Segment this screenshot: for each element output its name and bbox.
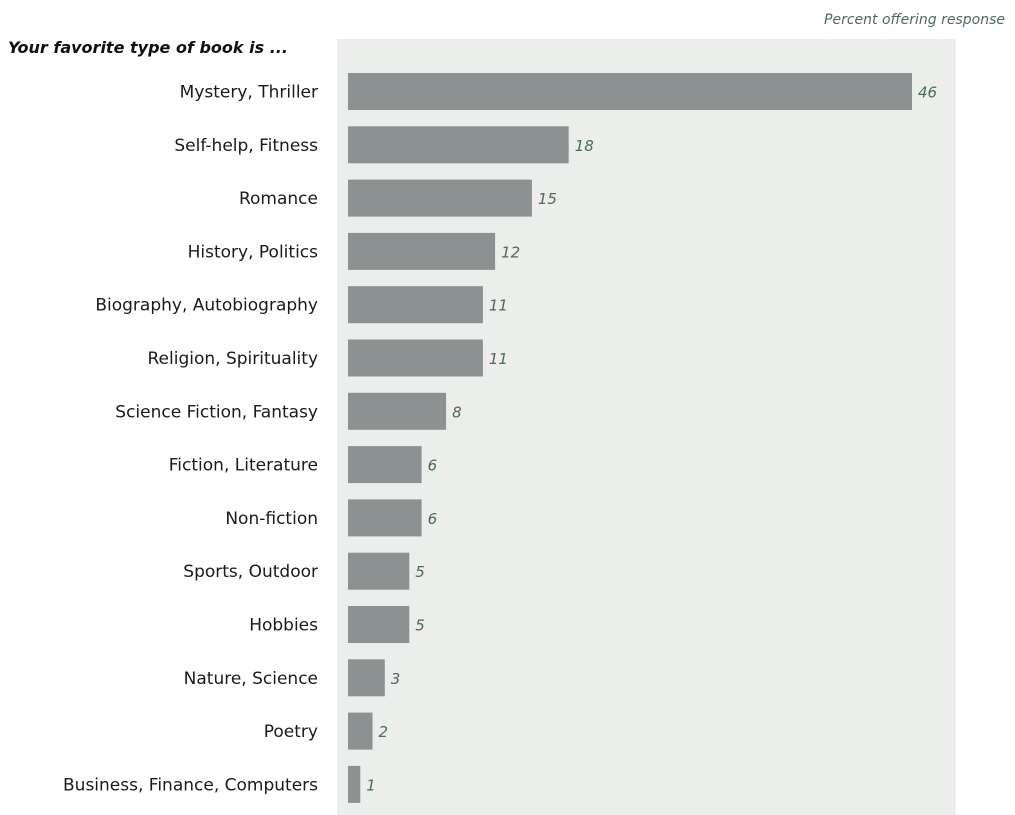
category-label: Romance [239, 189, 318, 209]
value-label: 3 [391, 670, 401, 688]
value-label: 18 [575, 137, 594, 155]
bar-3 [348, 232, 496, 270]
bar-8 [348, 499, 422, 537]
value-label: 1 [366, 776, 376, 794]
bar-7 [348, 446, 422, 484]
bar-4 [348, 286, 483, 324]
value-label: 15 [538, 190, 557, 208]
value-label: 2 [379, 723, 389, 741]
category-label: Poetry [264, 722, 318, 742]
value-label: 12 [501, 243, 520, 261]
category-label: Mystery, Thriller [180, 83, 318, 103]
category-label: Biography, Autobiography [95, 296, 318, 316]
value-label: 11 [489, 297, 508, 315]
bar-10 [348, 606, 410, 643]
category-label: Non-fiction [225, 509, 318, 529]
bar-0 [348, 73, 912, 110]
chart-subtitle: Percent offering response [824, 12, 1005, 28]
bar-1 [348, 126, 569, 164]
category-label: Fiction, Literature [169, 456, 318, 476]
value-label: 5 [415, 617, 425, 635]
value-label: 11 [489, 350, 508, 368]
bar-9 [348, 552, 410, 590]
category-labels-group: Mystery, Thriller Self-help, Fitness Roman… [63, 83, 318, 796]
value-label: 5 [415, 563, 425, 581]
bar-2 [348, 179, 532, 217]
category-label: Hobbies [249, 616, 318, 636]
chart-title: Your favorite type of book is ... [8, 38, 288, 57]
category-label: Sports, Outdoor [183, 562, 318, 582]
value-label: 6 [428, 510, 438, 528]
category-label: Science Fiction, Fantasy [115, 402, 318, 422]
bar-5 [348, 339, 483, 377]
category-label: Business, Finance, Computers [63, 775, 318, 795]
value-label: 46 [918, 84, 937, 102]
bars-group [348, 73, 912, 803]
category-label: Self-help, Fitness [174, 136, 318, 156]
bar-11 [348, 659, 385, 697]
bar-12 [348, 712, 373, 750]
bar-6 [348, 392, 447, 430]
value-label: 6 [428, 457, 438, 475]
category-label: Nature, Science [184, 669, 318, 689]
bar-13 [348, 765, 361, 803]
value-label: 8 [452, 403, 462, 421]
value-labels-group: 46 18 15 12 11 11 8 6 6 5 5 3 2 1 [366, 84, 937, 795]
category-label: History, Politics [188, 242, 319, 262]
category-label: Religion, Spirituality [148, 349, 319, 369]
